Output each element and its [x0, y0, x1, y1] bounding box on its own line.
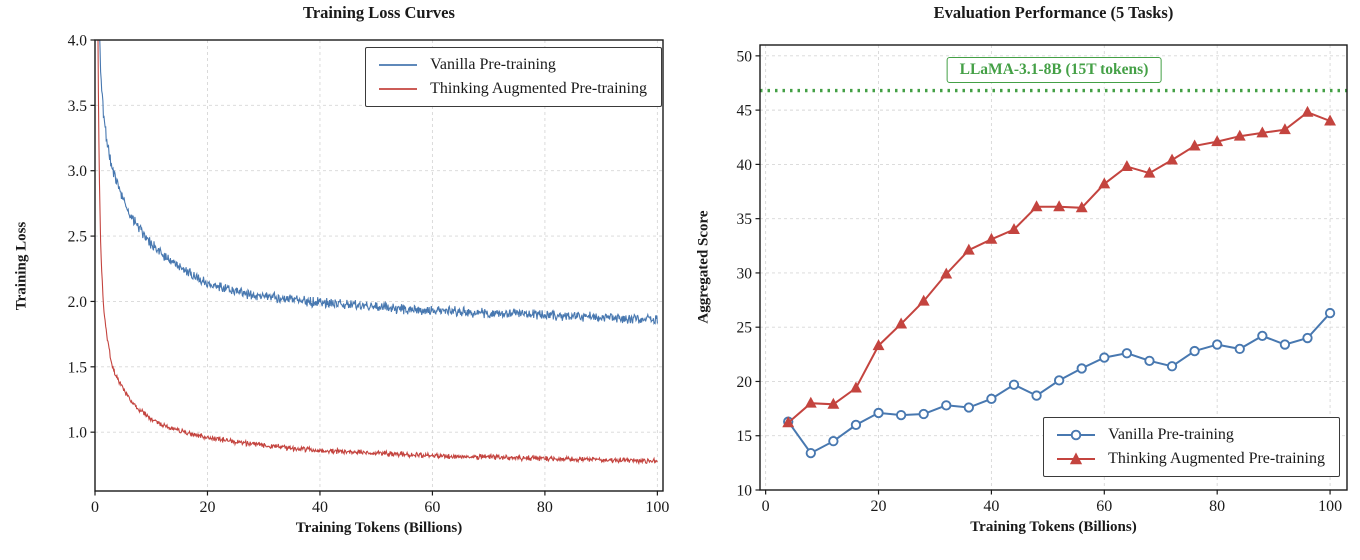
y-tick-label: 25	[737, 320, 753, 337]
x-tick-label: 80	[1209, 498, 1225, 515]
plot-border	[759, 44, 1348, 491]
loss-curves	[97, 39, 658, 466]
x-tick-label: 60	[424, 499, 440, 516]
loss-curve	[99, 39, 658, 326]
legend-item-vanilla-eval: Vanilla Pre-training	[1054, 426, 1325, 444]
y-tick-label: 1.0	[68, 425, 88, 442]
y-tick-label: 30	[737, 265, 753, 282]
x-tick-label: 20	[871, 498, 887, 515]
score-plot-area: 0 20 40 60 80 100 10 15 20 25 30 35 40 45 50	[737, 44, 1348, 515]
x-tick-label: 20	[199, 499, 215, 516]
y-tick-label: 2.0	[68, 294, 88, 311]
y-tick-label: 3.0	[68, 163, 88, 180]
y-tick-label: 2.5	[68, 229, 88, 246]
loss-curve	[97, 39, 658, 466]
x-tick-label: 0	[762, 498, 770, 515]
x-tick-label: 100	[1318, 498, 1342, 515]
plot-border	[94, 39, 664, 492]
legend-right: Vanilla Pre-training Thinking Augmented …	[1043, 417, 1340, 477]
legend-label-vanilla-eval: Vanilla Pre-training	[1108, 426, 1234, 443]
legend-label-thinking-eval: Thinking Augmented Pre-training	[1108, 450, 1325, 467]
legend-item-thinking: Thinking Augmented Pre-training	[376, 80, 647, 98]
legend-left: Vanilla Pre-training Thinking Augmented …	[365, 47, 662, 107]
y-tick-label: 1.5	[68, 359, 88, 376]
x-tick-label: 40	[983, 498, 999, 515]
x-tick-label: 40	[312, 499, 328, 516]
y-tick-label: 3.5	[68, 98, 88, 115]
axis-ticks: 0 20 40 60 80 100 10 15 20 25 30 35 40 45 50	[737, 48, 1343, 515]
y-tick-label: 15	[737, 428, 753, 445]
y-tick-label: 20	[737, 374, 753, 391]
x-tick-label: 100	[645, 499, 669, 516]
y-tick-label: 10	[737, 483, 753, 500]
legend-item-vanilla: Vanilla Pre-training	[376, 56, 647, 74]
training-loss-chart: Training Loss Curves Training Loss 0 20 40…	[14, 3, 670, 536]
line-swatch-vanilla	[379, 64, 418, 66]
reference-line-label: LLaMA-3.1-8B (15T tokens)	[946, 57, 1162, 83]
y-tick-label: 35	[737, 211, 753, 228]
legend-item-thinking-eval: Thinking Augmented Pre-training	[1054, 450, 1325, 468]
loss-plot-area: 0 20 40 60 80 100 1.0 1.5 2.0 2.5 3.0 3.5 4.0	[68, 33, 670, 517]
axis-ticks: 0 20 40 60 80 100 1.0 1.5 2.0 2.5 3.0 3.5 4.0	[68, 33, 670, 517]
evaluation-performance-chart: Evaluation Performance (5 Tasks) Aggrega…	[680, 0, 1360, 560]
x-axis-label-left: Training Tokens (Billions)	[295, 520, 463, 536]
y-tick-label: 50	[737, 48, 753, 65]
circle-marker-swatch	[1057, 429, 1096, 441]
legend-label-vanilla: Vanilla Pre-training	[430, 56, 556, 73]
circle-markers	[783, 307, 1336, 459]
x-tick-label: 60	[1096, 498, 1112, 515]
line-swatch-thinking	[379, 88, 418, 90]
triangle-markers	[782, 105, 1337, 428]
chart-title-training-loss: Training Loss Curves	[303, 3, 455, 22]
triangle-marker-swatch	[1057, 452, 1096, 465]
x-tick-label: 80	[537, 499, 553, 516]
legend-label-thinking: Thinking Augmented Pre-training	[430, 80, 647, 97]
y-tick-label: 40	[737, 157, 753, 174]
y-tick-label: 45	[737, 103, 753, 120]
y-tick-label: 4.0	[68, 33, 88, 50]
chart-title-evaluation: Evaluation Performance (5 Tasks)	[933, 3, 1174, 22]
x-axis-label-right: Training Tokens (Billions)	[970, 519, 1137, 535]
x-tick-label: 0	[91, 499, 99, 516]
